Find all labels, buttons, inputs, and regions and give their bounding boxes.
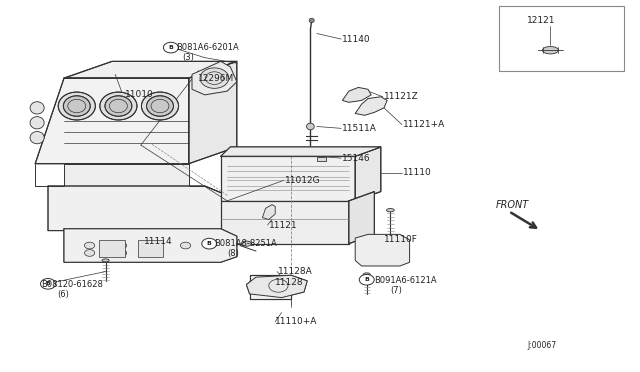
- Text: 11140: 11140: [342, 35, 371, 44]
- Text: B: B: [207, 241, 212, 246]
- Text: (8): (8): [227, 249, 239, 258]
- Text: 11128A: 11128A: [278, 267, 313, 276]
- Text: 11121Z: 11121Z: [384, 92, 419, 101]
- Polygon shape: [35, 78, 189, 164]
- Ellipse shape: [359, 275, 374, 285]
- Text: 12296M: 12296M: [198, 74, 235, 83]
- Polygon shape: [221, 156, 355, 201]
- Polygon shape: [48, 186, 227, 231]
- Text: B08120-61628: B08120-61628: [42, 280, 104, 289]
- Polygon shape: [221, 147, 381, 156]
- Ellipse shape: [102, 259, 109, 262]
- Polygon shape: [189, 61, 237, 164]
- Ellipse shape: [63, 96, 90, 116]
- Text: 11114: 11114: [144, 237, 173, 246]
- Polygon shape: [99, 240, 125, 257]
- Polygon shape: [355, 97, 387, 115]
- Text: B: B: [45, 281, 51, 286]
- Polygon shape: [250, 275, 291, 299]
- Ellipse shape: [147, 96, 173, 116]
- Text: J:00067: J:00067: [527, 341, 557, 350]
- Ellipse shape: [58, 92, 95, 120]
- Ellipse shape: [309, 18, 314, 23]
- Text: 11110: 11110: [403, 169, 432, 177]
- Ellipse shape: [200, 68, 229, 89]
- Polygon shape: [262, 205, 275, 219]
- Polygon shape: [64, 164, 189, 186]
- Polygon shape: [64, 61, 237, 78]
- Text: FRONT: FRONT: [496, 200, 529, 209]
- Polygon shape: [64, 229, 237, 262]
- Text: (3): (3): [182, 53, 195, 62]
- Text: B: B: [168, 45, 173, 50]
- Text: B081A8-8251A: B081A8-8251A: [214, 239, 277, 248]
- Ellipse shape: [241, 241, 252, 246]
- Text: 11121+A: 11121+A: [403, 120, 445, 129]
- Text: 11010: 11010: [125, 90, 154, 99]
- Ellipse shape: [141, 92, 179, 120]
- Bar: [499, 6, 624, 71]
- Ellipse shape: [307, 123, 314, 130]
- Text: 11110F: 11110F: [384, 235, 418, 244]
- Ellipse shape: [116, 242, 127, 249]
- Ellipse shape: [30, 132, 44, 144]
- Text: B091A6-6121A: B091A6-6121A: [374, 276, 437, 285]
- Ellipse shape: [116, 250, 127, 256]
- Text: 11511A: 11511A: [342, 124, 377, 133]
- Text: 11012G: 11012G: [285, 176, 321, 185]
- Ellipse shape: [40, 279, 56, 289]
- Polygon shape: [317, 157, 326, 161]
- Ellipse shape: [364, 273, 370, 276]
- Ellipse shape: [105, 96, 132, 116]
- Polygon shape: [221, 201, 349, 244]
- Polygon shape: [342, 87, 371, 102]
- Text: B: B: [364, 277, 369, 282]
- Polygon shape: [138, 240, 163, 257]
- Ellipse shape: [148, 250, 159, 256]
- Text: 12121: 12121: [527, 16, 555, 25]
- Ellipse shape: [543, 46, 559, 54]
- Text: 11121: 11121: [269, 221, 298, 230]
- Ellipse shape: [84, 242, 95, 249]
- Ellipse shape: [180, 242, 191, 249]
- Polygon shape: [246, 275, 307, 298]
- Polygon shape: [192, 61, 237, 95]
- Ellipse shape: [100, 92, 137, 120]
- Ellipse shape: [84, 250, 95, 256]
- Ellipse shape: [30, 117, 44, 129]
- Text: 11110+A: 11110+A: [275, 317, 317, 326]
- Ellipse shape: [387, 208, 394, 212]
- Text: (7): (7): [390, 286, 403, 295]
- Ellipse shape: [30, 102, 44, 114]
- Ellipse shape: [163, 42, 179, 53]
- Ellipse shape: [148, 242, 159, 249]
- Text: 15146: 15146: [342, 154, 371, 163]
- Polygon shape: [355, 147, 381, 201]
- Ellipse shape: [202, 238, 217, 249]
- Text: (6): (6): [58, 290, 70, 299]
- Polygon shape: [355, 234, 410, 266]
- Polygon shape: [349, 192, 374, 244]
- Text: B081A6-6201A: B081A6-6201A: [176, 43, 239, 52]
- Text: 11128: 11128: [275, 278, 304, 287]
